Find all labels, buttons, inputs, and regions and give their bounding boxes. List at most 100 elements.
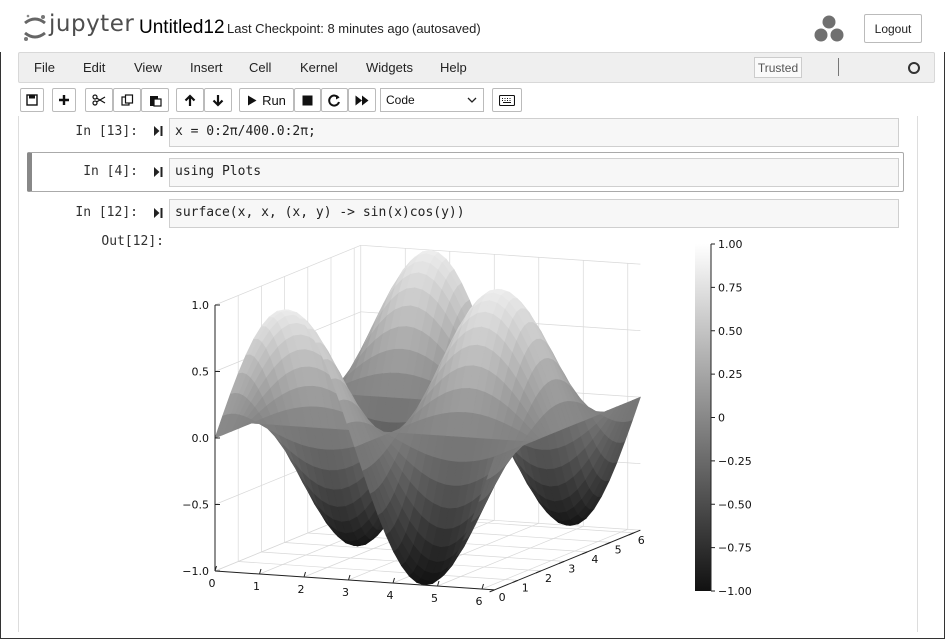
arrow-up-icon	[184, 93, 196, 106]
header: jupyter Untitled12 Last Checkpoint: 8 mi…	[0, 0, 945, 52]
copy-button[interactable]	[113, 88, 141, 112]
run-label: Run	[262, 92, 286, 108]
y-tick	[512, 579, 518, 583]
interrupt-button[interactable]	[294, 88, 321, 112]
menu-insert[interactable]: Insert	[190, 60, 223, 75]
plus-icon	[59, 95, 69, 105]
x-tick	[214, 565, 217, 572]
colorbar-tick-label: −0.75	[718, 542, 752, 555]
run-button[interactable]: Run	[239, 88, 294, 112]
menu-edit[interactable]: Edit	[83, 60, 106, 75]
y-tick-label: 0	[499, 591, 506, 604]
x-tick-label: 3	[342, 586, 349, 599]
user-icon	[814, 15, 844, 42]
x-tick-label: 1	[253, 580, 260, 593]
colorbar-tick-label: −0.50	[718, 498, 752, 511]
command-palette-button[interactable]	[492, 88, 522, 112]
y-tick	[582, 551, 588, 555]
y-tick-label: 6	[638, 534, 645, 547]
grid-line	[437, 525, 584, 587]
x-tick-label: 5	[431, 592, 438, 605]
menu-file[interactable]: File	[34, 60, 55, 75]
run-cell-icon[interactable]	[153, 207, 163, 219]
menu-cell[interactable]: Cell	[249, 60, 272, 75]
grid-line	[214, 244, 361, 306]
selected-cell[interactable]	[27, 152, 904, 192]
x-tick	[437, 580, 440, 587]
code-cell-input[interactable]: surface(x, x, (x, y) -> sin(x)cos(y))	[169, 199, 899, 228]
run-cell-icon[interactable]	[153, 125, 163, 137]
jupyter-logo[interactable]: jupyter	[22, 11, 135, 45]
grid-line	[360, 244, 641, 265]
colorbar-tick-label: 0.25	[718, 368, 743, 381]
menu-kernel[interactable]: Kernel	[300, 60, 338, 75]
output-prompt: Out[12]:	[101, 234, 164, 249]
colorbar-tick-label: 0.75	[718, 281, 743, 294]
play-icon	[248, 95, 257, 105]
notebook-name[interactable]: Untitled12	[139, 17, 225, 38]
cell-type-select[interactable]: Code	[380, 88, 484, 112]
paste-icon	[149, 95, 162, 107]
save-button[interactable]	[20, 88, 44, 112]
x-tick-label: 0	[209, 577, 216, 590]
restart-button[interactable]	[321, 88, 348, 112]
menubar: File Edit View Insert Cell Kernel Widget…	[18, 52, 935, 83]
scissors-icon	[92, 94, 106, 106]
z-tick-label: −1.0	[182, 565, 209, 578]
trusted-indicator[interactable]: Trusted	[754, 57, 802, 78]
stop-icon	[302, 95, 313, 105]
y-tick	[535, 570, 542, 574]
x-tick-label: 6	[476, 595, 483, 608]
menu-view[interactable]: View	[134, 60, 162, 75]
x-tick	[303, 571, 306, 578]
cell-prompt: In [13]:	[75, 124, 138, 139]
toolbar: Run Code	[18, 87, 935, 115]
z-tick-label: 0.5	[192, 366, 210, 379]
code-cell-input[interactable]: using Plots	[169, 158, 899, 187]
restart-run-all-button[interactable]	[348, 88, 376, 112]
surface-mesh	[214, 249, 641, 586]
colorbar-tick-label: 1.00	[718, 238, 743, 251]
x-tick	[392, 577, 395, 584]
y-axis	[494, 529, 641, 591]
x-tick-label: 2	[298, 583, 305, 596]
y-tick-label: 1	[522, 581, 529, 594]
grid-line	[238, 561, 518, 581]
colorbar-gradient	[695, 244, 711, 591]
move-down-button[interactable]	[204, 88, 232, 112]
x-tick	[481, 583, 484, 590]
run-cell-icon[interactable]	[153, 166, 163, 178]
y-tick	[559, 560, 565, 564]
y-tick	[605, 541, 611, 545]
z-tick-label: 1.0	[192, 299, 210, 312]
kernel-divider	[838, 58, 839, 76]
move-up-button[interactable]	[176, 88, 204, 112]
menu-widgets[interactable]: Widgets	[366, 60, 413, 75]
arrow-down-icon	[212, 94, 224, 107]
y-tick-label: 2	[545, 572, 552, 585]
y-tick-label: 4	[591, 553, 598, 566]
y-tick-label: 3	[568, 562, 575, 575]
y-tick	[489, 589, 495, 593]
jupyter-logo-icon	[24, 14, 46, 41]
z-tick-label: −0.5	[182, 499, 209, 512]
y-tick	[628, 532, 634, 536]
refresh-icon	[328, 94, 340, 106]
code-cell-input[interactable]: x = 0:2π/400.0:2π;	[169, 118, 899, 147]
cell-prompt: In [4]:	[83, 164, 138, 179]
insert-cell-button[interactable]	[52, 88, 76, 112]
y-tick-label: 5	[615, 543, 622, 556]
menu-help[interactable]: Help	[440, 60, 467, 75]
surface-plot: 0 1 2 3 4 5 6 0 1 2 3 4 5 6 −1.0 −0.5 0.0 0.5 1.0 1.00 0.75…	[182, 238, 752, 608]
colorbar-tick-label: −0.25	[718, 455, 752, 468]
paste-button[interactable]	[141, 88, 169, 112]
logout-button[interactable]: Logout	[864, 14, 922, 43]
checkpoint-status: Last Checkpoint: 8 minutes ago	[227, 21, 410, 36]
plot-axes: 0 1 2 3 4 5 6 0 1 2 3 4 5 6 −1.0 −0.5 0.0 0.5 1.0	[182, 299, 645, 608]
colorbar-tick-label: −1.00	[718, 585, 752, 598]
cut-button[interactable]	[85, 88, 113, 112]
x-axis	[214, 570, 495, 591]
colorbar-tick-label: 0	[718, 412, 725, 425]
keyboard-icon	[499, 94, 515, 106]
logo-text: jupyter	[49, 11, 135, 37]
